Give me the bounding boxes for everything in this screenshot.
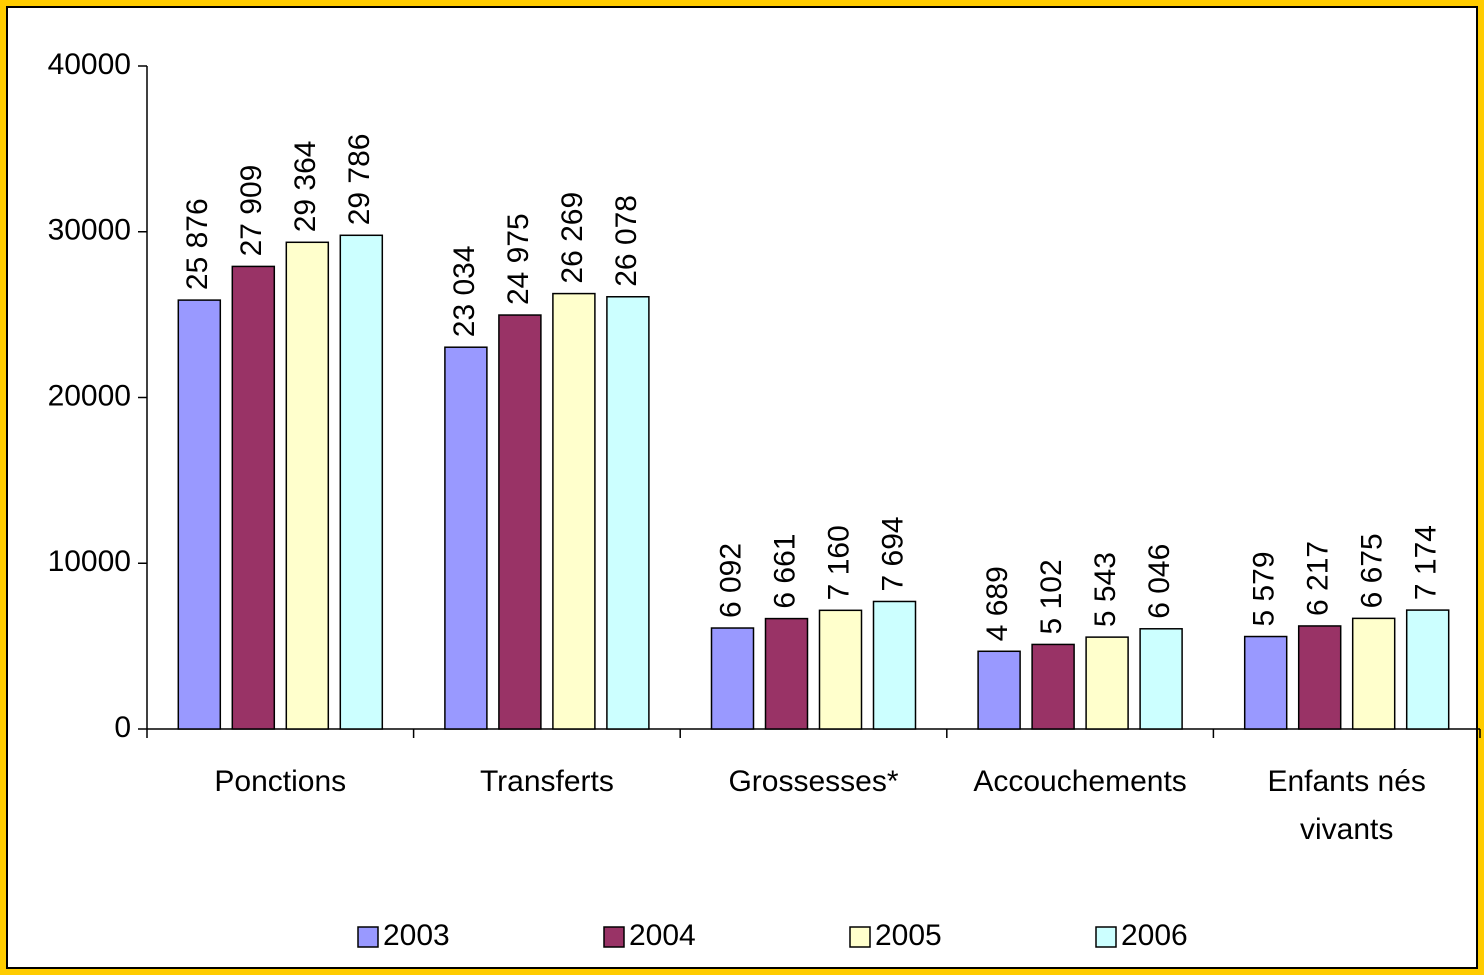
y-tick-label: 0 (114, 711, 131, 744)
bar (231, 265, 276, 730)
bar (444, 346, 488, 730)
value-label: 7 694 (876, 516, 909, 591)
bar (498, 314, 542, 730)
bar (818, 609, 863, 730)
value-label: 5 102 (1035, 559, 1068, 634)
x-tick-label: Grossesses* (728, 765, 898, 798)
bar (1351, 617, 1396, 730)
value-label: 5 543 (1089, 552, 1122, 627)
value-label: 29 786 (343, 134, 376, 226)
legend-swatch (1095, 926, 1117, 948)
y-tick-label: 40000 (48, 48, 131, 81)
value-label: 26 078 (610, 195, 643, 287)
value-label: 7 160 (822, 525, 855, 600)
value-label: 6 092 (714, 543, 747, 618)
bar (1139, 628, 1183, 730)
x-tick-label: Enfants nés vivants (1267, 765, 1425, 846)
bar (1085, 636, 1129, 730)
legend-swatch (357, 926, 379, 948)
bar (552, 292, 596, 730)
y-tick-label: 30000 (48, 214, 131, 247)
x-tick-label: Ponctions (214, 765, 346, 798)
legend-swatch (849, 926, 871, 948)
value-label: 23 034 (448, 245, 481, 337)
value-label: 24 975 (502, 213, 535, 305)
value-label: 7 174 (1410, 525, 1443, 600)
bar (339, 234, 384, 730)
value-label: 27 909 (235, 165, 268, 257)
value-label: 5 579 (1248, 551, 1281, 626)
bar (872, 600, 917, 730)
value-label: 4 689 (981, 566, 1014, 641)
value-label: 26 269 (556, 192, 589, 284)
bar (1031, 643, 1075, 730)
bar (606, 296, 650, 730)
bar (285, 241, 330, 730)
bar (1297, 625, 1342, 730)
x-tick-label: Accouchements (973, 765, 1186, 798)
value-label: 6 046 (1143, 544, 1176, 619)
frame-inner (6, 6, 1478, 969)
bar (177, 299, 222, 730)
bar (710, 627, 755, 730)
value-label: 25 876 (181, 198, 214, 290)
value-label: 6 675 (1356, 533, 1389, 608)
bar (1243, 635, 1288, 730)
value-label: 29 364 (289, 141, 322, 233)
x-tick-label: Transferts (480, 765, 614, 798)
y-tick-label: 20000 (48, 379, 131, 412)
bar (1405, 609, 1450, 730)
legend-label: 2003 (383, 919, 450, 952)
legend-label: 2004 (629, 919, 696, 952)
y-tick-label: 10000 (48, 545, 131, 578)
value-label: 6 661 (768, 534, 801, 609)
value-label: 6 217 (1302, 541, 1335, 616)
bar (977, 650, 1021, 730)
legend-swatch (603, 926, 625, 948)
legend-label: 2006 (1121, 919, 1188, 952)
bar (764, 617, 809, 730)
legend-label: 2005 (875, 919, 942, 952)
